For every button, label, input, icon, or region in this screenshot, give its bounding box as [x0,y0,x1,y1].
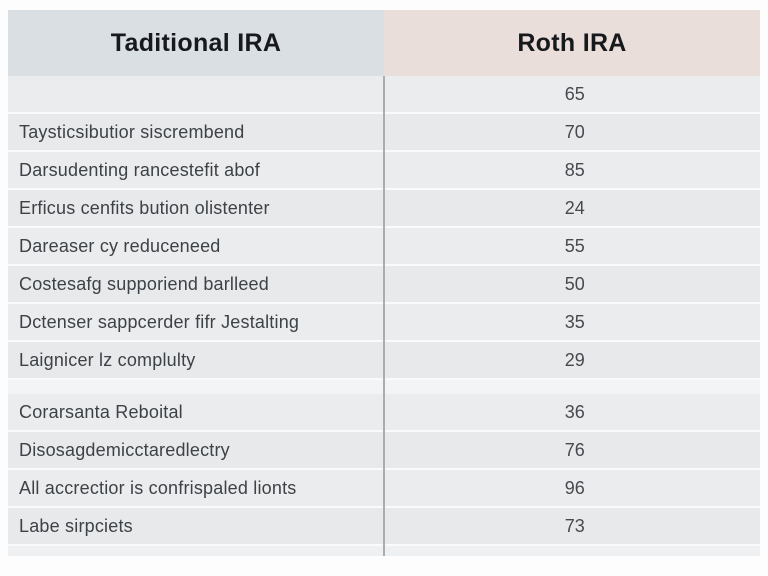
row-value: 35 [564,311,585,332]
row-value: 73 [564,515,585,536]
row-label [8,76,390,112]
row-label: Corarsanta Reboital [19,401,183,422]
row-value: 65 [564,83,585,104]
table-header: Taditional IRA Roth IRA [8,10,760,76]
comparison-table: Taditional IRA Roth IRA 65 Taysticsibuti… [8,10,760,556]
row-value: 55 [564,235,585,256]
column-header-traditional-ira: Taditional IRA [8,10,384,76]
row-label: Darsudenting rancestefit abof [19,159,260,180]
row-label: All accrectior is confrispaled lionts [19,477,297,498]
row-label: Laignicer lz complulty [19,349,196,370]
row-value: 85 [564,159,585,180]
row-value: 36 [564,401,585,422]
row-label: Costesafg supporiend barlleed [19,273,269,294]
table-body: 65 Taysticsibutior siscrembend 70 Darsud… [8,76,760,556]
row-value: 96 [564,477,585,498]
row-label: Disosagdemicctaredlectry [19,439,230,460]
row-value: 24 [564,197,585,218]
row-label: Dareaser cy reduceneed [19,235,221,256]
column-header-roth-ira: Roth IRA [384,10,760,76]
row-label: Erficus cenfits bution olistenter [19,197,270,218]
column-divider [383,76,385,556]
row-label: Dctenser sappcerder fifr Jestalting [19,311,300,332]
row-label: Taysticsibutior siscrembend [19,121,245,142]
row-value: 76 [564,439,585,460]
row-value: 70 [564,121,585,142]
row-value: 29 [564,349,585,370]
row-label: Labe sirpciets [19,515,133,536]
row-value: 50 [564,273,585,294]
